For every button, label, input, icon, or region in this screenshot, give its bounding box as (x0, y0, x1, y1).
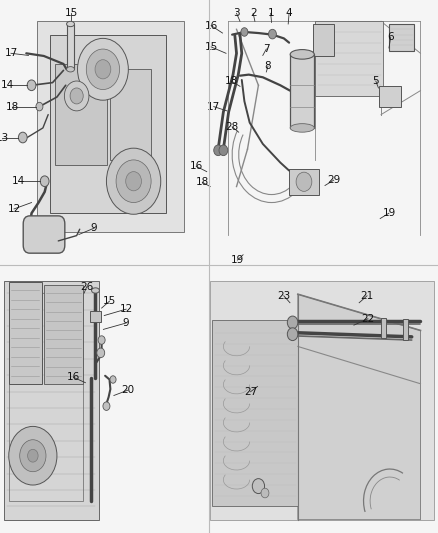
Circle shape (241, 28, 248, 36)
Circle shape (103, 402, 110, 410)
Circle shape (64, 81, 89, 111)
Bar (379, 86, 401, 107)
Text: 19: 19 (231, 255, 244, 265)
Circle shape (219, 145, 228, 156)
Bar (4, 281, 99, 520)
Text: 7: 7 (263, 44, 270, 54)
Text: 21: 21 (360, 291, 374, 301)
Bar (289, 169, 319, 195)
Text: 8: 8 (265, 61, 272, 71)
Text: 18: 18 (196, 177, 209, 187)
Text: 6: 6 (387, 33, 394, 42)
Circle shape (70, 88, 83, 104)
Circle shape (20, 440, 46, 472)
Circle shape (106, 148, 161, 214)
Text: 20: 20 (121, 385, 134, 395)
Circle shape (86, 49, 120, 90)
Circle shape (252, 479, 265, 494)
FancyBboxPatch shape (23, 216, 65, 253)
Text: 12: 12 (120, 304, 133, 314)
Bar (290, 54, 314, 128)
Ellipse shape (92, 288, 99, 293)
Bar (55, 64, 107, 165)
Circle shape (126, 172, 141, 191)
Text: 14: 14 (12, 176, 25, 186)
Bar (210, 281, 434, 520)
Circle shape (97, 348, 105, 358)
Text: 22: 22 (361, 314, 374, 324)
Circle shape (98, 336, 105, 344)
Text: 5: 5 (372, 76, 379, 86)
Text: 4: 4 (286, 9, 293, 18)
Bar (212, 320, 298, 506)
Bar (37, 21, 184, 232)
Text: 16: 16 (205, 21, 218, 30)
Text: 26: 26 (80, 282, 93, 292)
Circle shape (268, 29, 276, 39)
Text: 15: 15 (205, 42, 218, 52)
Text: 27: 27 (244, 387, 257, 397)
Circle shape (110, 376, 116, 383)
Text: 12: 12 (7, 204, 21, 214)
Circle shape (296, 172, 312, 191)
Bar (403, 319, 408, 340)
Text: 9: 9 (123, 318, 130, 328)
Bar (9, 282, 42, 384)
Text: 14: 14 (1, 80, 14, 90)
Circle shape (36, 102, 43, 111)
Text: 19: 19 (382, 208, 396, 218)
Text: 3: 3 (233, 9, 240, 18)
Text: 16: 16 (67, 373, 80, 382)
Circle shape (287, 316, 298, 329)
Text: 9: 9 (91, 223, 98, 233)
Bar (67, 24, 74, 69)
Bar (9, 293, 83, 501)
Text: 23: 23 (277, 291, 290, 301)
Text: 15: 15 (103, 296, 116, 306)
Circle shape (95, 60, 111, 79)
Circle shape (78, 38, 128, 100)
Bar (315, 21, 383, 96)
Circle shape (28, 449, 38, 462)
Bar (90, 311, 101, 322)
Ellipse shape (290, 124, 314, 132)
Circle shape (18, 132, 27, 143)
Ellipse shape (67, 67, 74, 72)
Text: 29: 29 (327, 175, 340, 185)
Circle shape (27, 80, 36, 91)
Circle shape (261, 488, 269, 498)
Ellipse shape (290, 50, 314, 59)
Bar (381, 318, 386, 338)
Bar (44, 285, 83, 384)
Circle shape (40, 176, 49, 187)
Circle shape (116, 160, 151, 203)
Circle shape (9, 426, 57, 485)
Text: 16: 16 (190, 161, 203, 171)
Text: 17: 17 (207, 102, 220, 111)
Bar (313, 24, 334, 56)
Circle shape (214, 145, 223, 156)
Ellipse shape (67, 21, 74, 27)
Text: 13: 13 (0, 133, 9, 142)
Bar (50, 35, 166, 213)
Polygon shape (298, 294, 420, 520)
Circle shape (287, 328, 298, 341)
Text: 18: 18 (6, 102, 19, 111)
Text: 18: 18 (225, 76, 238, 86)
Text: 28: 28 (226, 122, 239, 132)
Text: 1: 1 (267, 9, 274, 18)
Text: 17: 17 (4, 49, 18, 58)
Text: 15: 15 (64, 9, 78, 18)
Bar (110, 69, 151, 160)
Text: 2: 2 (250, 9, 257, 18)
Bar (389, 24, 414, 51)
